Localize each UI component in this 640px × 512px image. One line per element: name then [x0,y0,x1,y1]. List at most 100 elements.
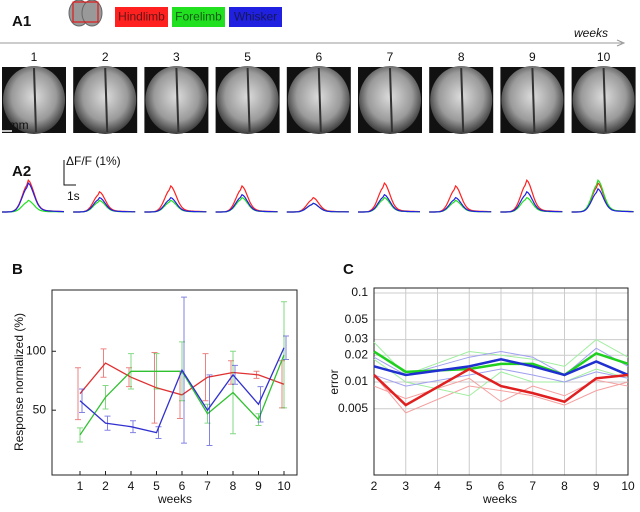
trace [571,187,634,213]
x-tick-label: 9 [529,50,536,64]
x-tick-label: 6 [179,479,186,493]
x-tick-label: 2 [102,479,109,493]
trace [358,181,420,213]
series-line [79,347,285,434]
error-bar [100,348,107,378]
brain-image [358,66,422,134]
y-axis-label: error [327,369,341,394]
x-tick-label: 4 [128,479,135,493]
trace [358,193,421,213]
legend-label: Hindlimb [118,10,165,24]
x-tick-label: 7 [204,479,211,493]
x-tick-label: 8 [230,479,237,493]
series-line [373,374,629,414]
brain-image [73,66,138,134]
y-tick-label: 0.1 [351,285,368,299]
error-bar [202,353,209,402]
x-tick-label: 1 [31,50,38,64]
error-bar [75,367,81,421]
trace [2,179,65,213]
y-tick-label: 0.01 [345,374,369,388]
image-midline [246,67,251,133]
x-tick-label: 7 [529,479,536,493]
x-tick-label: 8 [561,479,568,493]
image-midline [389,67,393,133]
y-axis-label: Response normalized (%) [12,313,26,451]
x-tick-label: 5 [466,479,473,493]
series-line [373,368,629,387]
legend-swatch [172,7,225,27]
trace [500,190,563,213]
scale-label: 1mm [2,118,29,132]
brain-image [2,66,66,134]
scale-bar [63,160,76,186]
trace [286,202,349,213]
legend-swatch [229,7,282,27]
trace [286,196,349,213]
trace [429,184,492,213]
x-tick-label: 5 [244,50,251,64]
image-midline [531,67,536,133]
x-tick-label: 3 [173,50,180,64]
error-bar [257,386,264,423]
brain-image [215,66,280,134]
trace [2,181,64,213]
trace [2,199,64,213]
trace [215,193,278,213]
x-axis-label: weeks [482,492,517,506]
y-tick-label: 0.03 [345,332,369,346]
x-tick-label: 8 [458,50,465,64]
time-label: 1s [67,189,80,203]
trace [500,178,563,213]
panel-label: A1 [12,13,31,30]
x-axis-label: weeks [157,492,192,506]
trace [73,196,136,213]
image-midline [175,67,180,133]
y-tick-label: 0.02 [345,347,369,361]
legend-swatch [115,7,168,27]
x-tick-label: 10 [597,50,611,64]
plot-frame [373,287,629,476]
panel-label: C [343,261,354,278]
y-tick-label: 0.05 [345,312,369,326]
error-bar [281,301,287,409]
x-axis-label: weeks [574,26,608,40]
x-tick-label: 10 [277,479,291,493]
y-tick-label: 100 [26,343,46,357]
y-tick-label: 50 [33,402,47,416]
error-bar [79,388,85,414]
error-bar [283,335,289,361]
amplitude-label: ΔF/F (1%) [66,154,121,168]
trace [144,184,207,213]
trace [500,196,563,213]
brain-image [144,66,209,134]
x-tick-label: 10 [621,479,635,493]
x-tick-label: 9 [255,479,262,493]
brain-image [429,66,494,134]
brain-image [500,66,565,134]
panel-label: A2 [12,163,31,180]
x-tick-label: 2 [371,479,378,493]
x-tick-label: 7 [387,50,394,64]
panel-label: B [12,261,23,278]
x-tick-label: 1 [77,479,84,493]
trace [571,181,634,213]
time-arrow [616,39,626,47]
series-line [373,367,629,407]
image-midline [317,67,322,133]
plot-frame [51,289,298,476]
error-bar [151,351,158,424]
error-bar [206,374,213,447]
y-tick-label: 0.005 [338,401,368,415]
series-line [373,358,629,377]
brain-image [286,66,351,134]
legend-label: Forelimb [175,10,222,24]
error-bar [232,364,238,385]
trace [429,196,492,213]
image-midline [460,67,465,133]
trace [286,202,349,213]
image-midline [33,67,37,133]
x-tick-label: 5 [153,479,160,493]
legend-label: Whisker [234,10,277,24]
